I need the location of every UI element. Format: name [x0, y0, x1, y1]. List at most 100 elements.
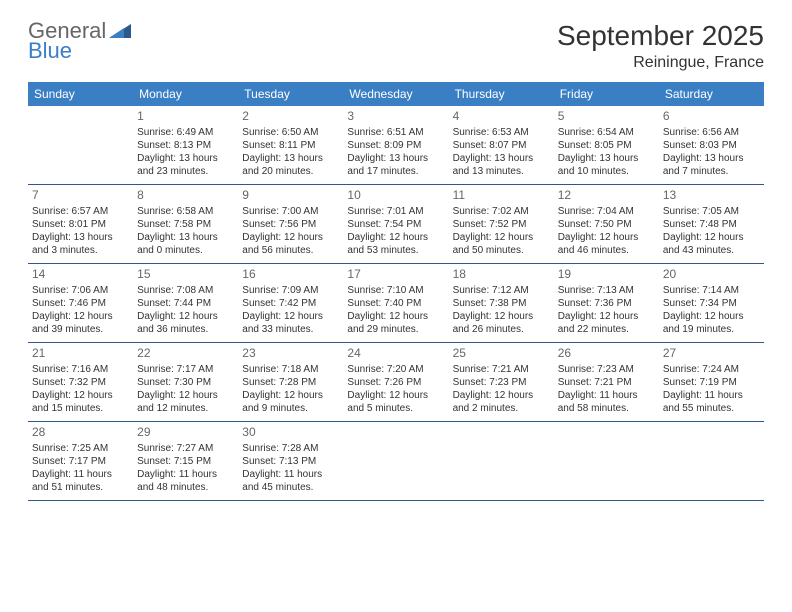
week-row: 7Sunrise: 6:57 AMSunset: 8:01 PMDaylight… [28, 185, 764, 264]
day-cell: 25Sunrise: 7:21 AMSunset: 7:23 PMDayligh… [449, 343, 554, 421]
day-number: 2 [242, 109, 339, 125]
day-cell [343, 422, 448, 500]
day-info-line: Daylight: 11 hours and 48 minutes. [137, 468, 234, 494]
day-cell: 27Sunrise: 7:24 AMSunset: 7:19 PMDayligh… [659, 343, 764, 421]
day-info-line: Sunrise: 7:12 AM [453, 284, 550, 297]
day-info-line: Sunrise: 7:21 AM [453, 363, 550, 376]
day-cell: 2Sunrise: 6:50 AMSunset: 8:11 PMDaylight… [238, 106, 343, 184]
logo-text-blue: Blue [28, 40, 131, 62]
day-info-line: Daylight: 13 hours and 17 minutes. [347, 152, 444, 178]
day-cell: 9Sunrise: 7:00 AMSunset: 7:56 PMDaylight… [238, 185, 343, 263]
day-cell: 21Sunrise: 7:16 AMSunset: 7:32 PMDayligh… [28, 343, 133, 421]
day-info-line: Sunrise: 7:27 AM [137, 442, 234, 455]
day-header-friday: Friday [554, 82, 659, 106]
day-number: 22 [137, 346, 234, 362]
day-number: 12 [558, 188, 655, 204]
day-info-line: Sunrise: 7:02 AM [453, 205, 550, 218]
header: GeneralBlue September 2025 Reiningue, Fr… [28, 20, 764, 72]
day-info-line: Sunset: 8:01 PM [32, 218, 129, 231]
day-number: 14 [32, 267, 129, 283]
day-cell: 30Sunrise: 7:28 AMSunset: 7:13 PMDayligh… [238, 422, 343, 500]
day-info-line: Sunset: 7:36 PM [558, 297, 655, 310]
day-info-line: Daylight: 11 hours and 51 minutes. [32, 468, 129, 494]
day-info-line: Daylight: 12 hours and 5 minutes. [347, 389, 444, 415]
day-info-line: Daylight: 12 hours and 26 minutes. [453, 310, 550, 336]
day-info-line: Daylight: 12 hours and 53 minutes. [347, 231, 444, 257]
day-cell: 23Sunrise: 7:18 AMSunset: 7:28 PMDayligh… [238, 343, 343, 421]
day-number: 20 [663, 267, 760, 283]
day-number: 24 [347, 346, 444, 362]
day-info-line: Sunrise: 7:10 AM [347, 284, 444, 297]
day-cell: 14Sunrise: 7:06 AMSunset: 7:46 PMDayligh… [28, 264, 133, 342]
day-info-line: Sunset: 7:56 PM [242, 218, 339, 231]
day-cell: 1Sunrise: 6:49 AMSunset: 8:13 PMDaylight… [133, 106, 238, 184]
day-number: 10 [347, 188, 444, 204]
day-cell: 10Sunrise: 7:01 AMSunset: 7:54 PMDayligh… [343, 185, 448, 263]
day-cell: 29Sunrise: 7:27 AMSunset: 7:15 PMDayligh… [133, 422, 238, 500]
day-info-line: Sunset: 7:58 PM [137, 218, 234, 231]
day-info-line: Daylight: 12 hours and 46 minutes. [558, 231, 655, 257]
day-info-line: Sunrise: 6:49 AM [137, 126, 234, 139]
day-number: 17 [347, 267, 444, 283]
day-header-saturday: Saturday [659, 82, 764, 106]
day-info-line: Sunset: 7:26 PM [347, 376, 444, 389]
day-info-line: Sunset: 7:30 PM [137, 376, 234, 389]
day-header-monday: Monday [133, 82, 238, 106]
day-info-line: Sunrise: 7:24 AM [663, 363, 760, 376]
day-info-line: Sunrise: 6:54 AM [558, 126, 655, 139]
day-number: 8 [137, 188, 234, 204]
logo: GeneralBlue [28, 20, 131, 62]
day-header-wednesday: Wednesday [343, 82, 448, 106]
day-cell [554, 422, 659, 500]
day-info-line: Sunset: 7:54 PM [347, 218, 444, 231]
day-info-line: Sunrise: 6:58 AM [137, 205, 234, 218]
day-cell: 20Sunrise: 7:14 AMSunset: 7:34 PMDayligh… [659, 264, 764, 342]
day-number: 25 [453, 346, 550, 362]
day-header-thursday: Thursday [449, 82, 554, 106]
day-number: 21 [32, 346, 129, 362]
day-info-line: Sunrise: 6:51 AM [347, 126, 444, 139]
week-row: 21Sunrise: 7:16 AMSunset: 7:32 PM Dayligh… [28, 343, 764, 422]
day-info-line: Sunset: 7:19 PM [663, 376, 760, 389]
day-info-line: Sunset: 7:21 PM [558, 376, 655, 389]
day-cell: 24Sunrise: 7:20 AMSunset: 7:26 PMDayligh… [343, 343, 448, 421]
day-cell: 5Sunrise: 6:54 AMSunset: 8:05 PMDaylight… [554, 106, 659, 184]
location: Reiningue, France [557, 54, 764, 72]
day-header-row: Sunday Monday Tuesday Wednesday Thursday… [28, 82, 764, 106]
day-cell [449, 422, 554, 500]
day-info-line: Daylight: 12 hours and 56 minutes. [242, 231, 339, 257]
day-info-line: Sunrise: 7:28 AM [242, 442, 339, 455]
day-number: 16 [242, 267, 339, 283]
day-info-line: Sunset: 7:50 PM [558, 218, 655, 231]
day-info-line: Daylight: 12 hours and 9 minutes. [242, 389, 339, 415]
day-info-line: Sunset: 8:13 PM [137, 139, 234, 152]
day-info-line: Daylight: 12 hours and 43 minutes. [663, 231, 760, 257]
day-info-line: Daylight: 13 hours and 10 minutes. [558, 152, 655, 178]
week-row: 28Sunrise: 7:25 AMSunset: 7:17 PMDayligh… [28, 422, 764, 501]
day-info-line: Sunset: 7:44 PM [137, 297, 234, 310]
day-info-line: Sunset: 7:38 PM [453, 297, 550, 310]
day-info-line: Sunset: 7:32 PM [32, 376, 129, 389]
day-info-line: Sunset: 7:40 PM [347, 297, 444, 310]
day-cell [28, 106, 133, 184]
day-info-line: Sunset: 8:07 PM [453, 139, 550, 152]
day-number: 18 [453, 267, 550, 283]
day-info-line: Daylight: 12 hours and 33 minutes. [242, 310, 339, 336]
day-cell: 16Sunrise: 7:09 AMSunset: 7:42 PMDayligh… [238, 264, 343, 342]
day-info-line: Daylight: 13 hours and 7 minutes. [663, 152, 760, 178]
calendar: Sunday Monday Tuesday Wednesday Thursday… [28, 82, 764, 501]
day-cell: 11Sunrise: 7:02 AMSunset: 7:52 PMDayligh… [449, 185, 554, 263]
day-info-line: Sunset: 7:48 PM [663, 218, 760, 231]
day-info-line: Sunset: 7:28 PM [242, 376, 339, 389]
day-info-line: Daylight: 12 hours and 19 minutes. [663, 310, 760, 336]
day-number: 6 [663, 109, 760, 125]
day-cell: 6Sunrise: 6:56 AMSunset: 8:03 PMDaylight… [659, 106, 764, 184]
day-number: 19 [558, 267, 655, 283]
week-row: 1Sunrise: 6:49 AMSunset: 8:13 PMDaylight… [28, 106, 764, 185]
logo-triangle-icon [109, 20, 131, 42]
day-info-line: Sunrise: 6:56 AM [663, 126, 760, 139]
day-info-line: Sunset: 8:09 PM [347, 139, 444, 152]
day-info-line: Sunrise: 7:16 AM [32, 363, 129, 376]
day-info-line: Sunset: 8:11 PM [242, 139, 339, 152]
day-cell: 4Sunrise: 6:53 AMSunset: 8:07 PMDaylight… [449, 106, 554, 184]
